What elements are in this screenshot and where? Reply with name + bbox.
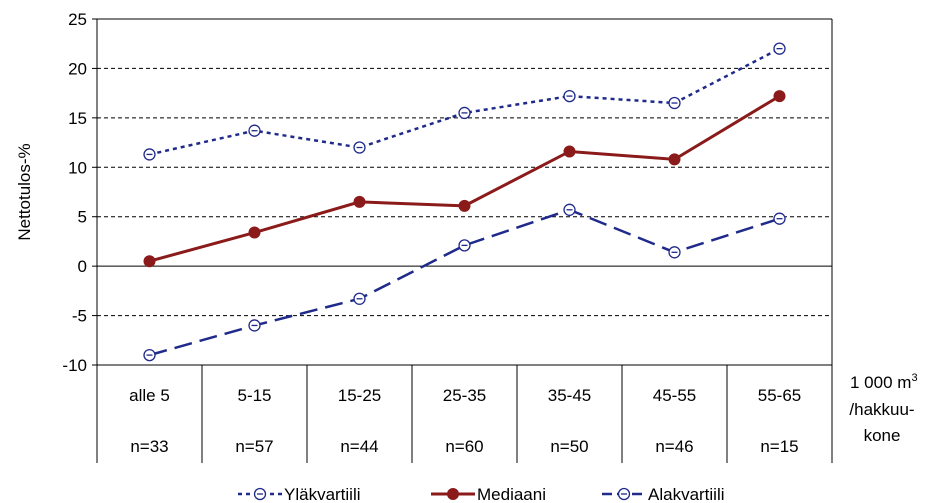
legend: Yläkvartiili Mediaani Alakvartiili [238,485,725,503]
series [143,42,786,362]
data-point [458,199,471,212]
category-label: 25-35 [443,386,486,405]
y-tick-label: 0 [78,257,87,276]
y-tick-labels: 25 20 15 10 5 0 -5 -10 [62,10,87,375]
x-axis-title-line-3: kone [864,426,901,445]
count-label: n=60 [445,437,483,456]
y-tick-label: 20 [68,59,87,78]
count-label: n=15 [760,437,798,456]
data-point [563,145,576,158]
x-axis-title-superscript: 3 [911,372,917,384]
count-label: n=33 [130,437,168,456]
category-label: 45-55 [653,386,696,405]
series-Mediaani [143,90,786,268]
count-label: n=57 [235,437,273,456]
y-tick-label: 5 [78,208,87,227]
category-label: 5-15 [237,386,271,405]
data-point [668,153,681,166]
category-table: alle 5 5-15 15-25 25-35 35-45 45-55 55-65 n=33 n… [96,365,833,463]
y-tick-label: 15 [68,109,87,128]
svg-text:1 000 m3: 1 000 m3 [850,372,918,392]
count-label: n=44 [340,437,378,456]
data-point [773,90,786,103]
count-label: n=46 [655,437,693,456]
legend-label: Alakvartiili [648,485,725,503]
data-point [248,226,261,239]
category-label: 55-65 [758,386,801,405]
category-label: 35-45 [548,386,591,405]
gridlines [97,18,832,317]
series-line [149,47,781,156]
x-axis-title: 1 000 m3 /hakkuu- kone [849,372,917,445]
series-line [149,208,780,357]
y-tick-label: 25 [68,10,87,29]
y-axis-title: Nettotulos-% [15,143,34,240]
legend-item: Alakvartiili [602,485,725,503]
series-line [149,94,781,263]
y-tick-label: -5 [72,307,87,326]
legend-item: Yläkvartiili [238,485,361,503]
data-point [353,195,366,208]
legend-item: Mediaani [431,485,546,503]
y-tick-label: -10 [62,356,87,375]
y-tick-label: 10 [68,158,87,177]
legend-label: Mediaani [477,485,546,503]
data-point [143,255,156,268]
x-axis-title-line-2: /hakkuu- [849,400,914,419]
x-axis-title-line-1: 1 000 m [850,373,911,392]
series-Alakvartiili [143,203,786,362]
legend-label: Yläkvartiili [284,485,361,503]
legend-marker [447,488,459,500]
count-label: n=50 [550,437,588,456]
category-label: alle 5 [129,386,170,405]
category-label: 15-25 [338,386,381,405]
series-Yläkvartiili [143,42,786,161]
